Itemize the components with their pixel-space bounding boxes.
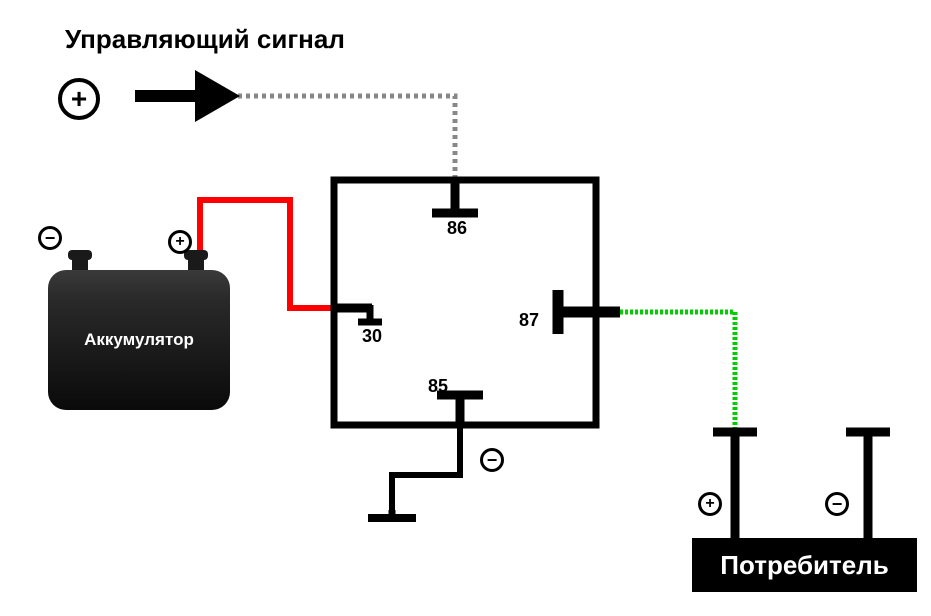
- consumer-terminal-neg: [846, 432, 890, 538]
- ground-symbol-icon: [368, 510, 416, 518]
- pin-87-label: 87: [519, 310, 539, 331]
- wire-control-signal: [230, 96, 455, 180]
- consumer-pos-icon: +: [698, 492, 722, 516]
- relay-ground-neg-icon: −: [480, 448, 504, 472]
- wire-relay-ground: [392, 425, 460, 510]
- pin-30-label: 30: [362, 326, 382, 347]
- consumer-terminal-pos: [713, 432, 757, 538]
- pin-85-label: 85: [428, 376, 448, 397]
- consumer-label: Потребитель: [720, 550, 888, 581]
- plus-big-icon: +: [58, 78, 100, 120]
- battery-pos-icon: +: [168, 230, 192, 254]
- relay-pin-85: [437, 395, 483, 422]
- pin-86-label: 86: [447, 218, 467, 239]
- battery-box: Аккумулятор: [48, 270, 230, 410]
- title-label: Управляющий сигнал: [65, 24, 345, 55]
- consumer-neg-icon: −: [825, 492, 849, 516]
- relay-pin-86: [432, 183, 478, 213]
- battery-neg-icon: −: [38, 226, 62, 250]
- consumer-box: Потребитель: [692, 538, 917, 592]
- arrow-icon: [135, 70, 240, 122]
- relay-pin-30: [337, 305, 382, 322]
- relay-pin-87: [558, 290, 620, 334]
- battery-label: Аккумулятор: [84, 330, 194, 350]
